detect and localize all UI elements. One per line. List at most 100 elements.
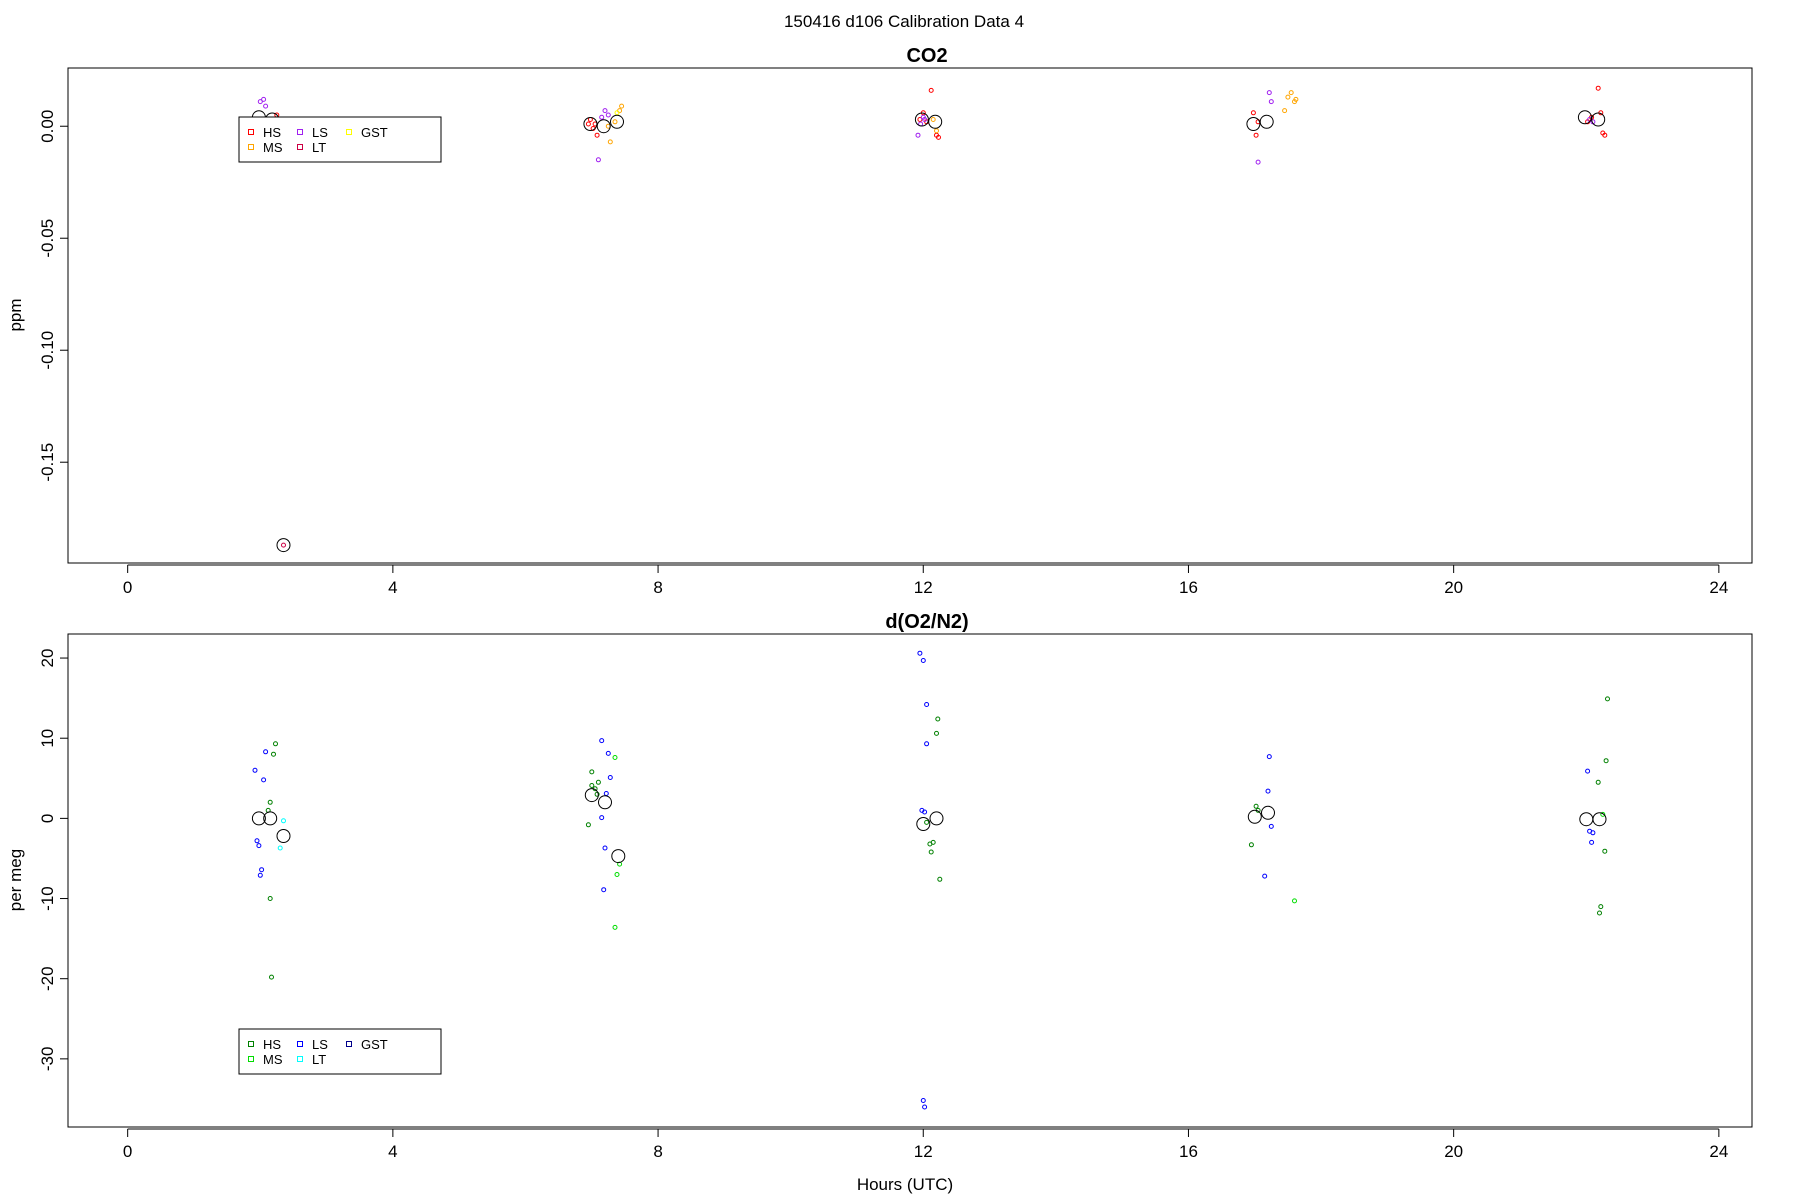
co2-legend-swatch: [297, 129, 303, 135]
co2-point-ms: [930, 117, 936, 122]
co2-point-hs: [917, 117, 923, 122]
o2n2-legend-swatch: [248, 1056, 254, 1062]
co2-point-ms: [1288, 90, 1294, 96]
co2-mean-marker: [1246, 117, 1261, 131]
o2n2-point-ls: [261, 777, 267, 783]
o2n2-y-tick-label: -20: [38, 966, 57, 991]
o2n2-point-hs: [1598, 904, 1604, 910]
o2n2-mean-marker: [276, 829, 291, 843]
o2n2-point-ls: [924, 741, 930, 747]
o2n2-point-ls: [603, 791, 609, 796]
co2-data-points: [251, 85, 1608, 553]
co2-x-tick-label: 24: [1709, 578, 1728, 597]
o2n2-legend-label: LT: [312, 1052, 326, 1067]
co2-point-ls: [1268, 99, 1274, 105]
co2-y-tick-label: -0.05: [38, 219, 57, 258]
o2n2-point-ls: [257, 872, 263, 878]
o2n2-data-points: [251, 650, 1610, 1110]
o2n2-mean-marker: [1247, 809, 1262, 824]
o2n2-point-ls: [920, 658, 926, 663]
figure-title: 150416 d106 Calibration Data 4: [784, 12, 1024, 31]
o2n2-point-lt: [277, 845, 283, 851]
co2-point-lt: [281, 542, 286, 548]
co2-panel: CO2 0 4 8 12 16 20 24 0.00-0.05-0.10-0.15 ppm …: [6, 45, 1753, 597]
co2-point-hs: [585, 121, 591, 127]
o2n2-point-ls: [601, 887, 607, 893]
o2n2-x-tick-label: 24: [1709, 1142, 1728, 1161]
co2-point-ms: [607, 139, 613, 145]
co2-y-tick-label: 0.00: [38, 110, 57, 143]
o2n2-point-hs: [1595, 779, 1601, 785]
co2-x-tick-label: 20: [1444, 578, 1463, 597]
o2n2-x-tick-label: 8: [653, 1142, 662, 1161]
o2n2-legend-swatch: [297, 1056, 303, 1062]
o2n2-mean-marker: [611, 849, 626, 864]
co2-mean-marker: [1259, 114, 1274, 129]
o2n2-point-ls: [922, 1104, 928, 1110]
co2-x-tick-label: 16: [1179, 578, 1198, 597]
o2n2-point-hs: [937, 876, 943, 882]
o2n2-y-tick-label: -10: [38, 886, 57, 911]
o2n2-point-hs: [595, 779, 601, 785]
co2-legend-box: [238, 116, 442, 163]
o2n2-legend-label: GST: [361, 1037, 388, 1052]
co2-point-ms: [612, 119, 618, 125]
o2n2-mean-marker: [263, 811, 278, 826]
o2n2-point-hs: [271, 751, 276, 757]
co2-x-tick-label: 4: [388, 578, 397, 597]
o2n2-point-ls: [1589, 839, 1595, 845]
co2-point-hs: [1250, 110, 1256, 116]
o2n2-point-ls: [602, 845, 608, 851]
o2n2-legend-swatch: [248, 1041, 254, 1047]
co2-point-ms: [934, 128, 939, 134]
o2n2-point-ls: [599, 815, 605, 821]
co2-point-ms: [1285, 94, 1291, 100]
co2-legend-swatch: [248, 144, 254, 150]
co2-y-axis: 0.00 -0.05 -0.10 -0.15: [38, 110, 69, 482]
o2n2-y-axis: 20 10 0 -10 -20 -30: [38, 649, 69, 1072]
o2n2-point-ls: [263, 749, 269, 755]
o2n2-point-ls: [599, 738, 605, 744]
o2n2-point-ms: [614, 872, 620, 877]
o2n2-point-ls: [924, 702, 930, 707]
o2n2-point-ls: [259, 867, 265, 873]
o2n2-point-ls: [1266, 754, 1272, 760]
co2-mean-marker: [583, 117, 598, 131]
o2n2-x-tick-label: 16: [1179, 1142, 1198, 1161]
o2n2-point-ls: [917, 650, 923, 656]
o2n2-x-tick-label: 20: [1444, 1142, 1463, 1161]
co2-point-ls: [599, 114, 605, 120]
co2-mean-marker: [596, 119, 611, 134]
co2-point-ls: [602, 108, 608, 114]
o2n2-point-ls: [256, 843, 262, 849]
o2n2-point-ms: [612, 924, 618, 930]
co2-point-gst: [614, 110, 620, 116]
co2-point-ls: [1266, 90, 1272, 96]
o2n2-point-ls: [254, 838, 260, 844]
o2n2-y-tick-label: 10: [38, 729, 57, 748]
co2-point-hs: [928, 87, 934, 93]
o2n2-panel: d(O2/N2) 0 4 8 12 16 20 24 20 10 0 -10 -20 -30 per …: [6, 611, 1753, 1194]
o2n2-point-hs: [1603, 758, 1609, 764]
co2-legend-label: GST: [361, 125, 388, 140]
co2-point-ms: [619, 103, 625, 109]
o2n2-panel-title: d(O2/N2): [885, 611, 968, 633]
o2n2-legend-swatch: [297, 1041, 303, 1047]
o2n2-point-ls: [919, 807, 925, 813]
o2n2-x-tick-label: 4: [388, 1142, 397, 1161]
o2n2-point-hs: [1605, 696, 1610, 702]
o2n2-point-hs: [934, 730, 939, 736]
co2-y-tick-label: -0.10: [38, 331, 57, 370]
o2n2-legend-swatch: [346, 1041, 352, 1047]
co2-legend-label: HS: [263, 125, 281, 140]
o2n2-mean-marker: [598, 795, 612, 810]
o2n2-y-tick-label: -30: [38, 1047, 57, 1072]
o2n2-y-tick-label: 20: [38, 649, 57, 668]
o2n2-point-ms: [1292, 898, 1297, 904]
o2n2-point-ls: [1585, 768, 1591, 774]
o2n2-point-hs: [924, 819, 930, 825]
co2-point-ls: [263, 103, 269, 109]
